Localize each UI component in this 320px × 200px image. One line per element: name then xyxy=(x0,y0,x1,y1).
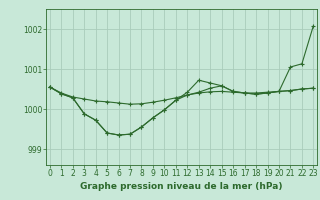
X-axis label: Graphe pression niveau de la mer (hPa): Graphe pression niveau de la mer (hPa) xyxy=(80,182,283,191)
